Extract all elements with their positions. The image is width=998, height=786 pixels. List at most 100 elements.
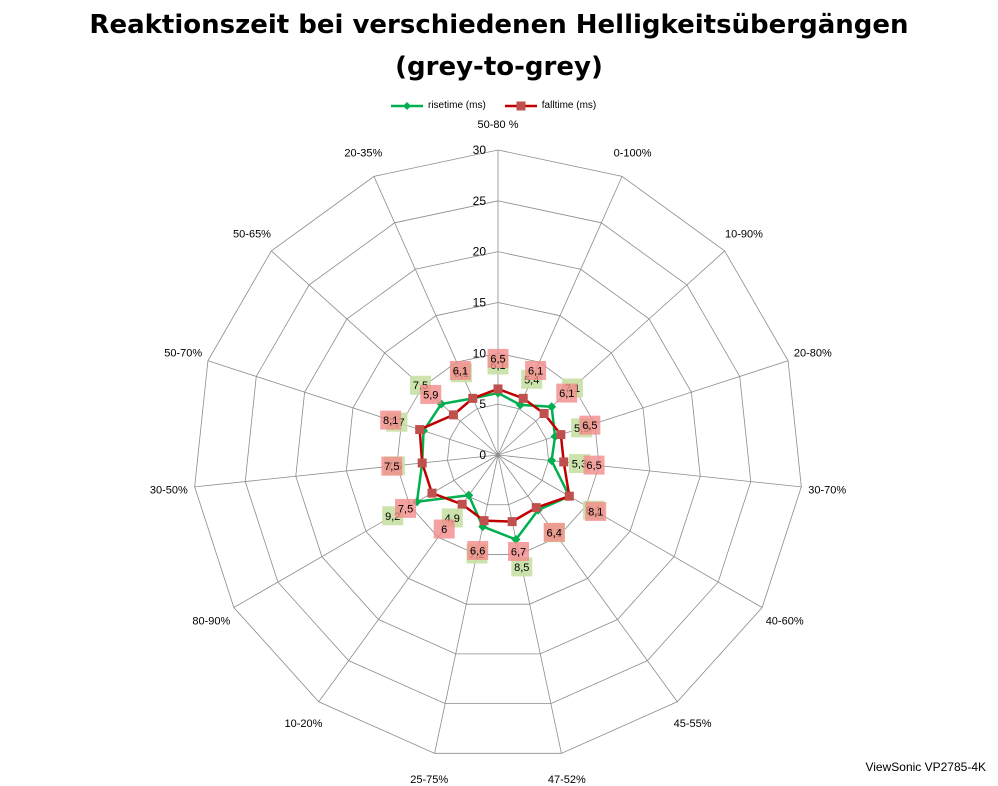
data-label-bg-falltime [556,383,578,403]
r-tick-label: 20 [473,245,487,259]
category-label: 25-75% [410,774,448,786]
legend: risetime (ms) falltime (ms) [390,100,614,111]
data-point-falltime [493,384,503,394]
category-label: 40-60% [766,616,804,628]
data-label-bg-falltime [543,522,565,542]
category-label: 20-35% [344,148,382,160]
grid-ring [396,352,600,555]
watermark: ViewSonic VP2785-4K [865,760,986,774]
legend-marker-risetime [391,101,423,110]
grid-spoke [373,176,499,456]
category-label: 45-55% [674,718,712,730]
r-tick-label: 15 [473,296,487,310]
data-point-falltime [427,488,437,498]
grid-spoke [318,454,499,702]
data-label-bg-risetime [511,557,533,577]
data-label-bg-falltime [420,384,442,404]
data-point-risetime [511,535,521,545]
grid-spoke [233,454,499,608]
series-line-falltime [418,387,571,523]
data-point-falltime [457,499,467,509]
data-point-risetime [547,402,557,412]
data-point-falltime [556,430,566,440]
data-label-falltime: 7,5 [384,461,399,473]
r-tick-label: 25 [473,194,487,208]
data-point-falltime [479,516,489,526]
data-point-falltime [531,503,541,513]
legend-marker-falltime [504,101,537,110]
grid-spoke [194,454,499,488]
data-label-risetime: 8,5 [514,562,529,574]
category-label: 50-80 % [478,119,519,131]
category-label: 30-70% [808,485,846,497]
chart-title: Reaktionszeit bei verschiedenen Helligke… [89,10,909,40]
category-label: 50-70% [164,348,202,360]
r-tick-label: 10 [473,346,487,360]
series-line-risetime [415,391,571,541]
category-label: 80-90% [192,616,230,628]
data-label-falltime: 8,1 [383,415,398,427]
grid-spoke [434,454,499,754]
data-label-falltime: 6,1 [528,365,543,377]
data-label-bg-falltime [579,415,601,435]
data-label-bg-falltime [449,360,471,380]
category-label: 50-65% [233,229,271,241]
grid-ring [244,200,752,705]
grid-ring [194,149,802,754]
category-label: 30-50% [150,485,188,497]
data-point-falltime [559,457,569,467]
grid-spoke [207,360,499,456]
data-point-falltime [564,491,574,501]
data-label-bg-falltime [585,501,607,521]
chart-subtitle: (grey-to-grey) [395,52,603,82]
data-label-bg-falltime [433,519,455,539]
grid-spoke [497,454,562,754]
data-label-falltime: 6,6 [470,545,485,557]
data-point-falltime [507,517,517,527]
data-label-bg-falltime [508,541,530,561]
data-point-risetime [464,490,474,500]
data-label-bg-falltime [467,540,489,560]
category-label: 47-52% [548,774,586,786]
data-label-bg-falltime [381,456,403,476]
grid-spoke [271,250,499,456]
legend-label-risetime: risetime (ms) [428,100,486,111]
data-label-falltime: 6 [441,524,447,536]
data-point-falltime [468,393,478,403]
r-tick-label: 5 [479,397,486,411]
data-label-bg-falltime [395,498,417,518]
legend-label-falltime: falltime (ms) [541,100,597,111]
data-label-falltime: 5,9 [423,389,438,401]
grid-spoke [497,454,678,702]
data-label-risetime: 5,3 [572,459,587,471]
data-point-falltime [415,425,425,435]
r-tick-label: 0 [479,448,486,462]
category-label: 20-80% [794,348,832,360]
data-label-falltime: 6,1 [559,388,574,400]
data-point-falltime [417,458,427,468]
legend-item-falltime: falltime (ms) [504,100,596,111]
grid-spoke [497,454,802,488]
data-label-bg-falltime [487,348,509,368]
data-point-falltime [448,410,458,420]
data-label-falltime: 7,5 [398,503,413,515]
legend-item-risetime: risetime (ms) [390,100,486,111]
grid-ring [345,302,651,605]
data-point-falltime [539,409,549,419]
r-tick-label: 30 [473,143,487,157]
category-label: 0-100% [614,148,652,160]
grid-spoke [497,250,725,456]
data-label-bg-falltime [583,455,605,475]
grid-spoke [497,454,763,608]
data-label-falltime: 6,4 [547,527,562,539]
data-label-falltime: 8,1 [588,506,603,518]
grid-ring [295,251,701,655]
data-label-falltime: 6,5 [586,460,601,472]
category-label: 10-20% [284,718,322,730]
grid-ring [447,403,549,506]
category-label: 10-90% [725,229,763,241]
grid-spoke [497,360,789,456]
data-label-bg-falltime [525,360,547,380]
data-label-falltime: 6,5 [582,420,597,432]
